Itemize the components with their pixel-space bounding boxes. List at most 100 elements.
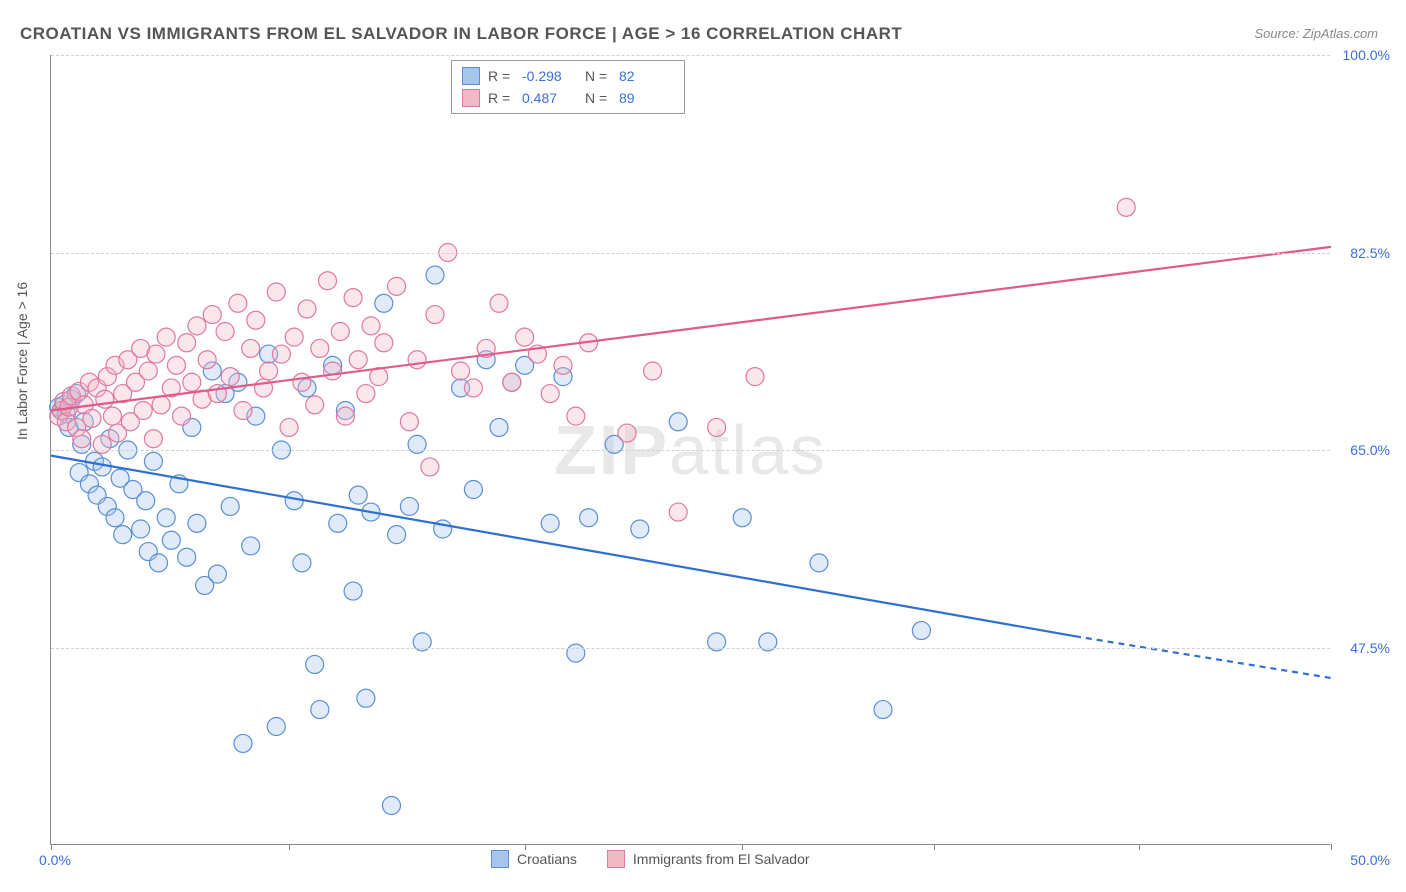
data-point (83, 409, 101, 427)
data-point (216, 323, 234, 341)
data-point (349, 351, 367, 369)
data-point (631, 520, 649, 538)
y-tick-label: 65.0% (1350, 442, 1390, 458)
swatch-icon (607, 850, 625, 868)
correlation-legend: R = -0.298 N = 82 R = 0.487 N = 89 (451, 60, 685, 114)
x-tick (934, 844, 935, 850)
data-point (1117, 198, 1135, 216)
data-point (162, 531, 180, 549)
data-point (73, 430, 91, 448)
data-point (267, 283, 285, 301)
data-point (173, 407, 191, 425)
x-axis-min-label: 0.0% (39, 852, 71, 868)
data-point (464, 481, 482, 499)
data-point (183, 373, 201, 391)
data-point (746, 368, 764, 386)
data-point (311, 701, 329, 719)
data-point (375, 294, 393, 312)
data-point (267, 718, 285, 736)
n-label: N = (585, 90, 611, 106)
swatch-icon (462, 67, 480, 85)
data-point (293, 554, 311, 572)
data-point (150, 554, 168, 572)
legend-item: Croatians (491, 850, 577, 868)
data-point (580, 509, 598, 527)
data-point (388, 277, 406, 295)
data-point (503, 373, 521, 391)
data-point (137, 492, 155, 510)
gridline (51, 648, 1330, 649)
data-point (618, 424, 636, 442)
data-point (139, 362, 157, 380)
data-point (516, 328, 534, 346)
data-point (144, 430, 162, 448)
data-point (408, 351, 426, 369)
data-point (285, 328, 303, 346)
data-point (167, 356, 185, 374)
data-point (260, 362, 278, 380)
data-point (285, 492, 303, 510)
data-point (198, 351, 216, 369)
x-axis-max-label: 50.0% (1350, 852, 1390, 868)
data-point (541, 385, 559, 403)
data-point (810, 554, 828, 572)
data-point (106, 509, 124, 527)
data-point (490, 418, 508, 436)
n-value: 89 (619, 90, 674, 106)
gridline (51, 253, 1330, 254)
data-point (362, 317, 380, 335)
gridline (51, 55, 1330, 56)
data-point (490, 294, 508, 312)
data-point (293, 373, 311, 391)
data-point (426, 266, 444, 284)
x-tick (1139, 844, 1140, 850)
data-point (733, 509, 751, 527)
data-point (306, 396, 324, 414)
chart-plot-area: ZIPatlas R = -0.298 N = 82 R = 0.487 N =… (50, 55, 1330, 845)
data-point (554, 356, 572, 374)
data-point (400, 413, 418, 431)
data-point (242, 537, 260, 555)
data-point (234, 734, 252, 752)
legend-label: Immigrants from El Salvador (633, 851, 810, 867)
r-value: -0.298 (522, 68, 577, 84)
data-point (421, 458, 439, 476)
x-tick (51, 844, 52, 850)
data-point (132, 520, 150, 538)
data-point (221, 368, 239, 386)
data-point (242, 339, 260, 357)
data-point (336, 407, 354, 425)
data-point (144, 452, 162, 470)
y-tick-label: 100.0% (1343, 47, 1390, 63)
data-point (147, 345, 165, 363)
data-point (178, 334, 196, 352)
y-tick-label: 82.5% (1350, 245, 1390, 261)
swatch-icon (462, 89, 480, 107)
trend-line (51, 456, 1075, 637)
data-point (344, 582, 362, 600)
data-point (874, 701, 892, 719)
x-tick (525, 844, 526, 850)
x-tick (1331, 844, 1332, 850)
r-label: R = (488, 68, 514, 84)
data-point (452, 362, 470, 380)
source-attribution: Source: ZipAtlas.com (1254, 26, 1378, 41)
series-legend: Croatians Immigrants from El Salvador (491, 850, 810, 868)
data-point (400, 497, 418, 515)
x-tick (742, 844, 743, 850)
data-point (188, 317, 206, 335)
data-point (357, 689, 375, 707)
data-point (426, 306, 444, 324)
data-point (247, 311, 265, 329)
data-point (329, 514, 347, 532)
r-value: 0.487 (522, 90, 577, 106)
data-point (234, 402, 252, 420)
y-tick-label: 47.5% (1350, 640, 1390, 656)
data-point (103, 407, 121, 425)
legend-label: Croatians (517, 851, 577, 867)
data-point (306, 655, 324, 673)
trend-line (51, 247, 1331, 411)
data-point (157, 328, 175, 346)
trend-line-dashed (1075, 636, 1331, 678)
chart-title: CROATIAN VS IMMIGRANTS FROM EL SALVADOR … (20, 24, 902, 44)
